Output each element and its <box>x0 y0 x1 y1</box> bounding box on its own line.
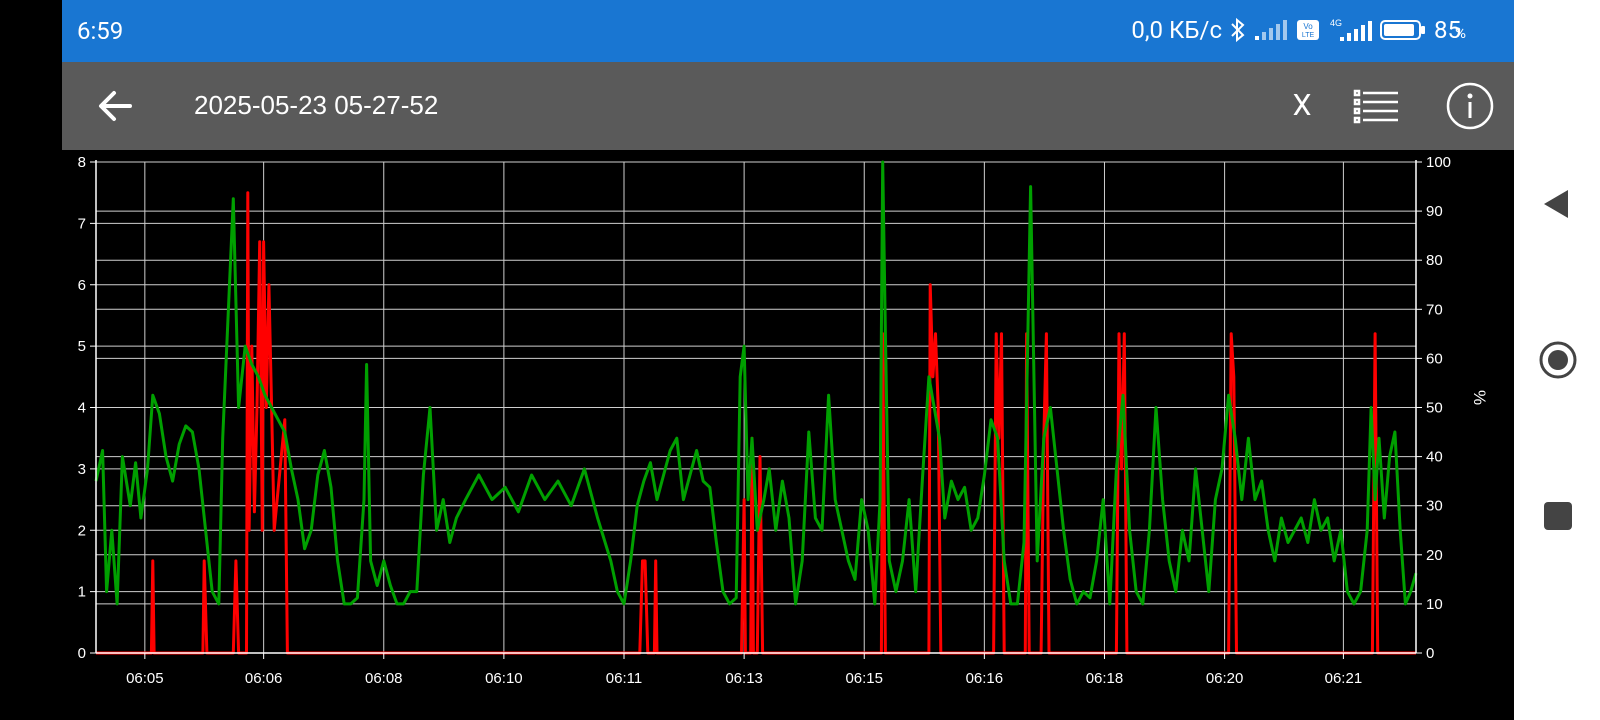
close-button[interactable]: X <box>1292 88 1312 123</box>
green-series-line <box>94 160 1418 606</box>
x-tick-label: 06:05 <box>126 670 164 687</box>
bluetooth-icon <box>1230 17 1246 43</box>
left-tick-label: 4 <box>78 400 86 417</box>
x-tick-label: 06:20 <box>1206 670 1244 687</box>
right-tick-label: 100 <box>1426 154 1451 171</box>
left-tick-label: 2 <box>78 522 86 539</box>
left-tick-label: 5 <box>78 338 86 355</box>
right-tick-label: 0 <box>1426 645 1434 662</box>
right-tick-label: 80 <box>1426 252 1443 269</box>
right-axis-label: % <box>1470 390 1489 405</box>
left-tick-label: 0 <box>78 645 86 662</box>
status-time: 6:59 <box>77 17 124 45</box>
system-nav-bar <box>1514 0 1600 720</box>
app-window: 6:59 0,0 КБ/с Vo LTE 4G 85% <box>62 0 1514 720</box>
circle-home-icon <box>1539 341 1577 379</box>
svg-text:LTE: LTE <box>1302 32 1315 39</box>
x-tick-label: 06:15 <box>845 670 883 687</box>
x-tick-label: 06:18 <box>1086 670 1124 687</box>
arrow-left-icon <box>99 91 132 121</box>
x-tick-label: 06:10 <box>485 670 523 687</box>
x-tick-label: 06:06 <box>245 670 283 687</box>
list-icon <box>1353 89 1398 124</box>
back-button[interactable] <box>92 82 140 130</box>
right-tick-label: 40 <box>1426 449 1443 466</box>
list-button[interactable] <box>1352 82 1400 130</box>
square-recents-icon <box>1544 502 1572 530</box>
info-icon <box>1446 82 1494 130</box>
nav-home-button[interactable] <box>1538 340 1578 380</box>
right-tick-label: 10 <box>1426 596 1443 613</box>
4g-signal-icon: 4G <box>1328 17 1373 43</box>
status-right-group: 0,0 КБ/с Vo LTE 4G 85% <box>1131 16 1466 44</box>
x-tick-label: 06:13 <box>725 670 763 687</box>
right-tick-label: 50 <box>1426 400 1443 417</box>
right-tick-label: 20 <box>1426 547 1443 564</box>
red-series-line <box>96 191 1416 655</box>
left-tick-label: 1 <box>78 584 86 601</box>
info-button[interactable] <box>1446 82 1494 130</box>
battery-percentage: 85 <box>1434 16 1461 44</box>
right-tick-label: 60 <box>1426 350 1443 367</box>
left-tick-label: 7 <box>78 215 86 232</box>
left-tick-label: 8 <box>78 154 86 171</box>
left-tick-label: 6 <box>78 277 86 294</box>
app-toolbar: 2025-05-23 05-27-52 X <box>62 62 1514 150</box>
x-tick-label: 06:16 <box>966 670 1004 687</box>
left-tick-label: 3 <box>78 461 86 478</box>
x-tick-label: 06:11 <box>606 670 642 687</box>
nav-recents-button[interactable] <box>1538 496 1578 536</box>
triangle-back-icon <box>1544 190 1568 218</box>
x-tick-label: 06:21 <box>1325 670 1363 687</box>
right-tick-label: 30 <box>1426 498 1443 515</box>
network-speed: 0,0 КБ/с <box>1131 16 1223 44</box>
volte-icon: Vo LTE <box>1296 19 1320 41</box>
svg-text:4G: 4G <box>1330 18 1342 28</box>
right-tick-label: 70 <box>1426 301 1443 318</box>
page-title: 2025-05-23 05-27-52 <box>194 90 439 120</box>
status-bar: 6:59 0,0 КБ/с Vo LTE 4G 85% <box>62 0 1514 62</box>
chart-grid <box>96 161 1416 654</box>
svg-text:Vo: Vo <box>1303 22 1313 31</box>
right-tick-label: 90 <box>1426 203 1443 220</box>
signal-icon <box>1254 19 1288 41</box>
x-tick-label: 06:08 <box>365 670 403 687</box>
battery-icon <box>1380 19 1426 41</box>
battery-unit: % <box>1455 24 1466 42</box>
nav-back-button[interactable] <box>1538 184 1578 224</box>
